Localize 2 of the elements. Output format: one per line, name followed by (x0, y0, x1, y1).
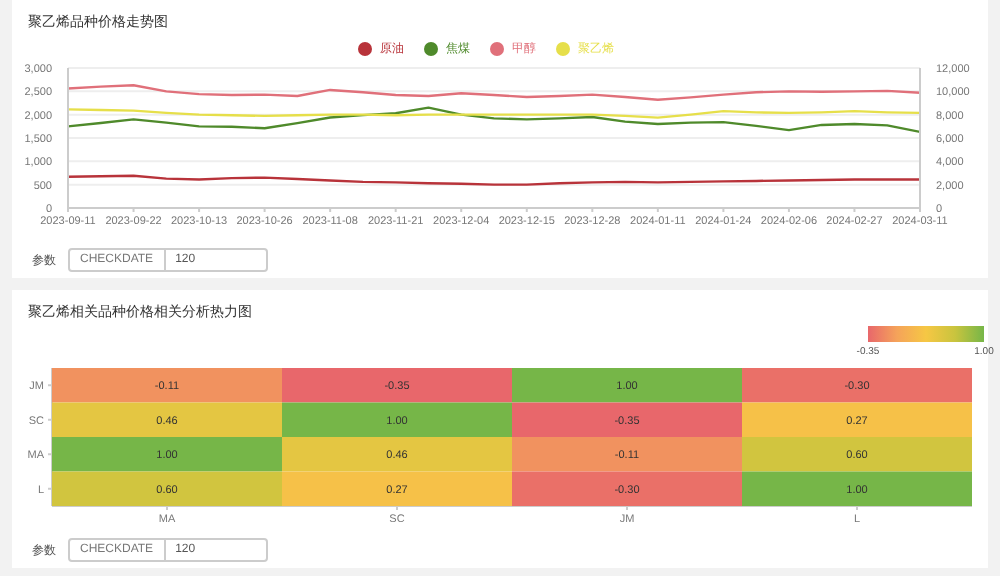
line-series (68, 106, 920, 134)
line-series (68, 84, 920, 101)
